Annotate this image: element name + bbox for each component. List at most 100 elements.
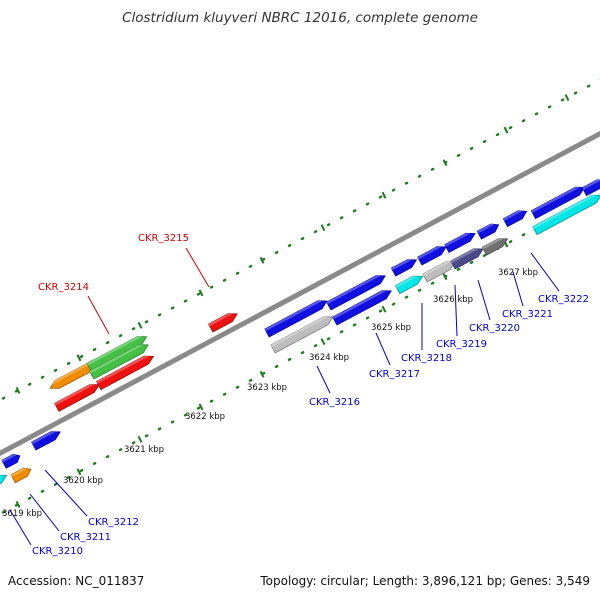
outer-scale-dots xyxy=(339,216,344,220)
outer-scale-dots xyxy=(508,126,513,130)
gray-gene-arrow xyxy=(422,261,456,283)
inner-scale-dots xyxy=(521,233,526,237)
cyan-gene-arrow xyxy=(0,474,8,485)
outer-scale-dots xyxy=(378,195,383,199)
outer-scale-tick xyxy=(15,386,21,394)
outer-scale-dots xyxy=(248,264,253,268)
outer-scale-dots xyxy=(66,361,71,365)
blue-gene-arrow-highlight xyxy=(332,290,387,320)
blue-gene-arrow xyxy=(390,259,418,277)
outer-scale-dots xyxy=(430,167,435,171)
inner-scale-tick xyxy=(259,370,265,378)
outer-scale-dots xyxy=(118,334,123,338)
blue-gene-arrow-highlight xyxy=(391,259,412,271)
gene-label-leader xyxy=(375,332,391,366)
outer-scale-dots xyxy=(573,91,578,95)
darkgray-gene-arrow xyxy=(481,238,509,256)
slate-gene-arrow-highlight xyxy=(450,248,479,263)
blue-gene-arrow-highlight xyxy=(444,233,471,247)
blue-gene-arrow-highlight xyxy=(417,246,442,260)
outer-scale-tick xyxy=(320,224,326,232)
gene-label: CKR_3212 xyxy=(88,517,139,528)
inner-scale-dots xyxy=(66,475,71,479)
inner-scale-dots xyxy=(235,385,240,389)
darkgray-gene-arrow-highlight xyxy=(482,238,503,250)
scale-label: 3625 kbp xyxy=(371,323,411,333)
outer-scale-dots xyxy=(287,244,292,248)
outer-scale-dots xyxy=(79,354,84,358)
red-gene-arrow-highlight xyxy=(54,384,95,406)
inner-scale-dots xyxy=(170,420,175,424)
gene-label: CKR_3215 xyxy=(138,233,189,244)
inner-scale-dots xyxy=(222,392,227,396)
scale-label: 3619 kbp xyxy=(2,509,42,519)
outer-scale-tick xyxy=(442,159,448,167)
gene-label: CKR_3214 xyxy=(38,282,89,293)
inner-scale-dots xyxy=(378,309,383,313)
scale-label: 3623 kbp xyxy=(247,383,287,393)
inner-scale-dots xyxy=(105,455,110,459)
gene-label-leader xyxy=(87,295,110,335)
gene-label-leader xyxy=(477,279,491,321)
inner-scale-dots xyxy=(183,413,188,417)
outer-scale-tick xyxy=(259,256,265,264)
gene-label-leader xyxy=(316,365,331,394)
outer-scale-dots xyxy=(352,209,357,213)
inner-scale-dots xyxy=(14,503,19,507)
blue-gene-arrow-highlight xyxy=(326,275,381,305)
gray-gene-arrow-highlight xyxy=(270,316,329,347)
inner-scale-dots xyxy=(53,482,58,486)
outer-scale-dots xyxy=(222,278,227,282)
accession-text: Accession: NC_011837 xyxy=(8,574,145,588)
inner-scale-dots xyxy=(144,434,149,438)
outer-scale-dots xyxy=(326,223,331,227)
gene-label: CKR_3222 xyxy=(538,294,589,305)
blue-gene-arrow-highlight xyxy=(477,224,495,234)
outer-scale-dots xyxy=(183,299,188,303)
blue-gene-arrow-highlight xyxy=(264,300,323,331)
outer-scale-dots xyxy=(157,313,162,317)
inner-scale-dots xyxy=(469,260,474,264)
outer-scale-dots xyxy=(144,320,149,324)
outer-scale-dots xyxy=(456,153,461,157)
outer-scale-dots xyxy=(313,230,318,234)
green-gene-arrow xyxy=(89,344,149,380)
blue-gene-arrow xyxy=(476,223,500,240)
scale-label: 3621 kbp xyxy=(124,445,164,455)
red-gene-arrow-highlight xyxy=(208,313,233,327)
outer-scale-dots xyxy=(534,112,539,116)
gene-label-leader xyxy=(29,493,60,532)
inner-scale-dots xyxy=(430,281,435,285)
inner-scale-dots xyxy=(508,240,513,244)
scale-label: 3627 kbp xyxy=(498,268,538,278)
inner-scale-dots xyxy=(300,351,305,355)
inner-scale-dots xyxy=(209,399,214,403)
blue-gene-arrow-highlight xyxy=(531,187,580,213)
outer-scale-dots xyxy=(560,98,565,102)
blue-gene-arrow-highlight xyxy=(582,179,600,190)
blue-gene-arrow-highlight xyxy=(503,210,523,221)
inner-scale-dots xyxy=(326,337,331,341)
scale-label: 3624 kbp xyxy=(309,353,349,363)
inner-scale-dots xyxy=(27,496,32,500)
inner-scale-dots xyxy=(456,267,461,271)
inner-scale-tick xyxy=(320,338,326,346)
outer-scale-dots xyxy=(261,257,266,261)
green-gene-arrow-highlight xyxy=(89,344,144,374)
inner-scale-tick xyxy=(15,500,21,508)
outer-scale-dots xyxy=(547,105,552,109)
scale-label: 3626 kbp xyxy=(433,295,473,305)
gene-label: CKR_3217 xyxy=(369,369,420,380)
outer-scale-dots xyxy=(482,140,487,144)
blue-gene-arrow xyxy=(502,210,528,228)
outer-scale-dots xyxy=(196,292,201,296)
inner-scale-tick xyxy=(76,468,82,476)
outer-scale-dots xyxy=(391,188,396,192)
scale-label: 3620 kbp xyxy=(63,476,103,486)
outer-scale-dots xyxy=(53,368,58,372)
inner-scale-tick xyxy=(137,435,143,443)
inner-scale-tick xyxy=(381,305,387,313)
gene-label: CKR_3210 xyxy=(32,546,83,557)
outer-scale-tick xyxy=(503,126,509,134)
